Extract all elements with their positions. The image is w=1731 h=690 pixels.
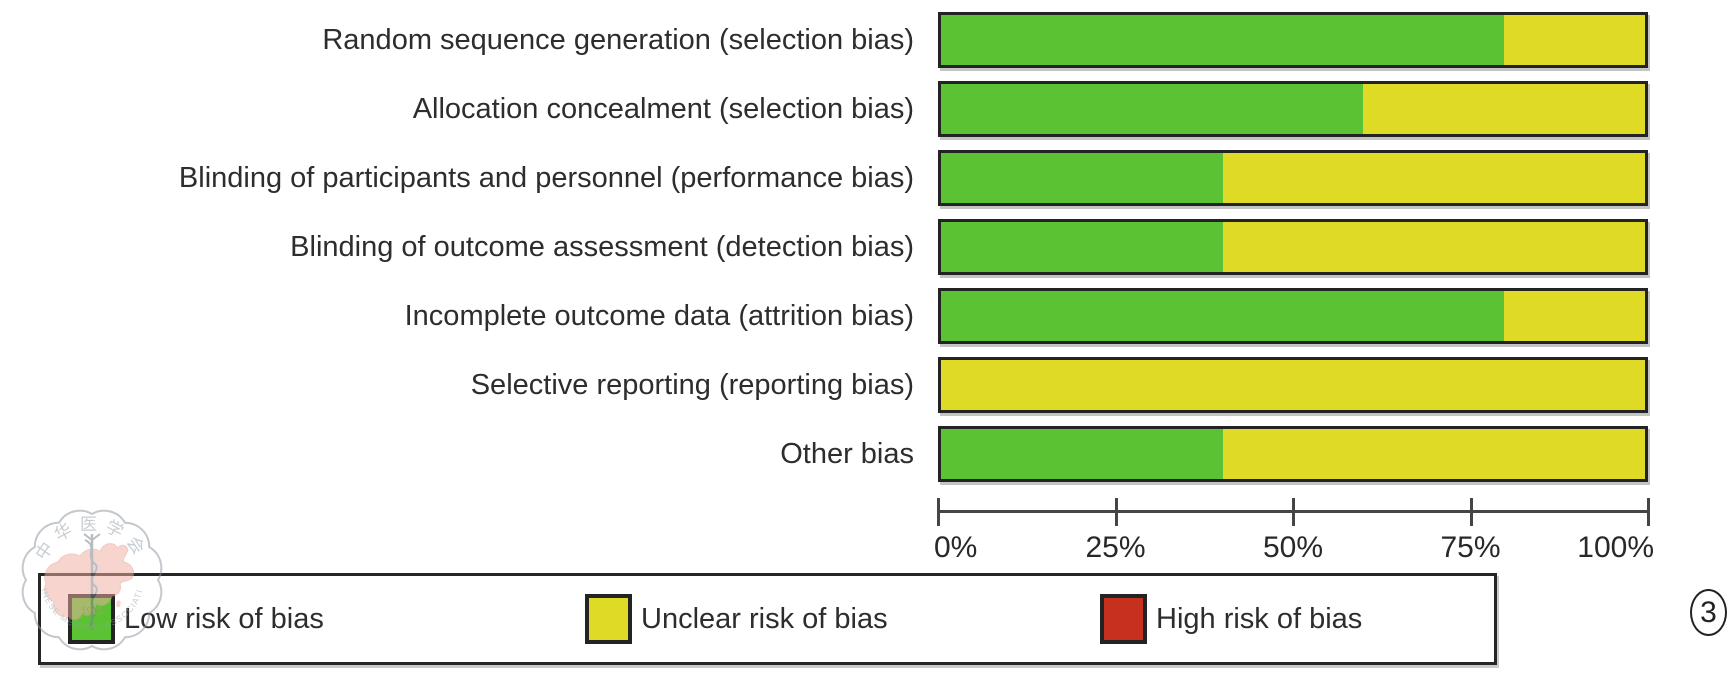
axis-tick — [937, 498, 940, 526]
stacked-bar — [938, 12, 1648, 68]
category-label: Incomplete outcome data (attrition bias) — [404, 300, 914, 332]
bar-segment-unclear — [1222, 429, 1645, 479]
tick-label: 25% — [1085, 531, 1146, 564]
tick-label: 75% — [1440, 531, 1501, 564]
axis-tick — [1647, 498, 1650, 526]
category-label: Selective reporting (reporting bias) — [470, 369, 914, 401]
legend-swatch — [585, 594, 632, 644]
stacked-bar — [938, 426, 1648, 482]
axis-tick — [1114, 498, 1118, 526]
bar-segment-low — [941, 15, 1505, 65]
tick-label: 50% — [1262, 531, 1324, 564]
stacked-bar — [938, 357, 1648, 413]
bar-segment-unclear — [1504, 291, 1645, 341]
legend-label: Low risk of bias — [124, 602, 324, 635]
legend-swatch — [1100, 594, 1147, 644]
bar-segment-unclear — [1363, 84, 1645, 134]
bar-segment-unclear — [1222, 222, 1645, 272]
legend-swatch — [68, 594, 115, 644]
bar-row: Selective reporting (reporting bias) — [0, 357, 1648, 426]
bar-row: Incomplete outcome data (attrition bias) — [0, 288, 1648, 357]
tick-label: 0% — [934, 531, 978, 564]
x-axis-labels: 0% 25% 50% 75% 100% — [934, 531, 1654, 567]
bar-segment-unclear — [941, 360, 1645, 410]
stacked-bar — [938, 288, 1648, 344]
stacked-bar — [938, 150, 1648, 206]
legend-item-unclear-risk: Unclear risk of bias — [585, 576, 888, 662]
bar-row: Allocation concealment (selection bias) — [0, 81, 1648, 150]
category-label: Blinding of participants and personnel (… — [178, 162, 914, 194]
legend-item-low-risk: Low risk of bias — [68, 576, 324, 662]
seal-top-text: 中华医学会 — [32, 515, 152, 564]
bar-row: Blinding of outcome assessment (detectio… — [0, 219, 1648, 288]
axis-tick — [1469, 498, 1473, 526]
legend-item-high-risk: High risk of bias — [1100, 576, 1362, 662]
bar-segment-low — [941, 153, 1223, 203]
category-label: Other bias — [780, 438, 914, 470]
category-label: Blinding of outcome assessment (detectio… — [290, 231, 914, 263]
risk-of-bias-chart: Random sequence generation (selection bi… — [0, 12, 1648, 495]
tick-label: 100% — [1577, 531, 1654, 564]
bar-segment-unclear — [1222, 153, 1645, 203]
bar-row: Other bias — [0, 426, 1648, 495]
bar-segment-low — [941, 84, 1364, 134]
risk-of-bias-figure: { "figure": { "number": "3", "watermark"… — [0, 12, 1727, 665]
category-label: Random sequence generation (selection bi… — [322, 24, 914, 56]
stacked-bar — [938, 81, 1648, 137]
x-axis — [937, 498, 1650, 526]
bar-segment-low — [941, 429, 1223, 479]
legend-label: Unclear risk of bias — [641, 602, 888, 635]
stacked-bar — [938, 219, 1648, 275]
bar-segment-low — [941, 222, 1223, 272]
legend-label: High risk of bias — [1156, 602, 1363, 635]
staff-top-icon — [83, 533, 101, 542]
bar-row: Blinding of participants and personnel (… — [0, 150, 1648, 219]
legend: Low risk of bias Unclear risk of bias Hi… — [38, 573, 1497, 665]
axis-tick — [1292, 498, 1295, 526]
category-label: Allocation concealment (selection bias) — [412, 93, 914, 125]
bar-row: Random sequence generation (selection bi… — [0, 12, 1648, 81]
figure-number-badge: 3 — [1690, 589, 1727, 636]
bar-segment-unclear — [1504, 15, 1645, 65]
bar-segment-low — [941, 291, 1505, 341]
